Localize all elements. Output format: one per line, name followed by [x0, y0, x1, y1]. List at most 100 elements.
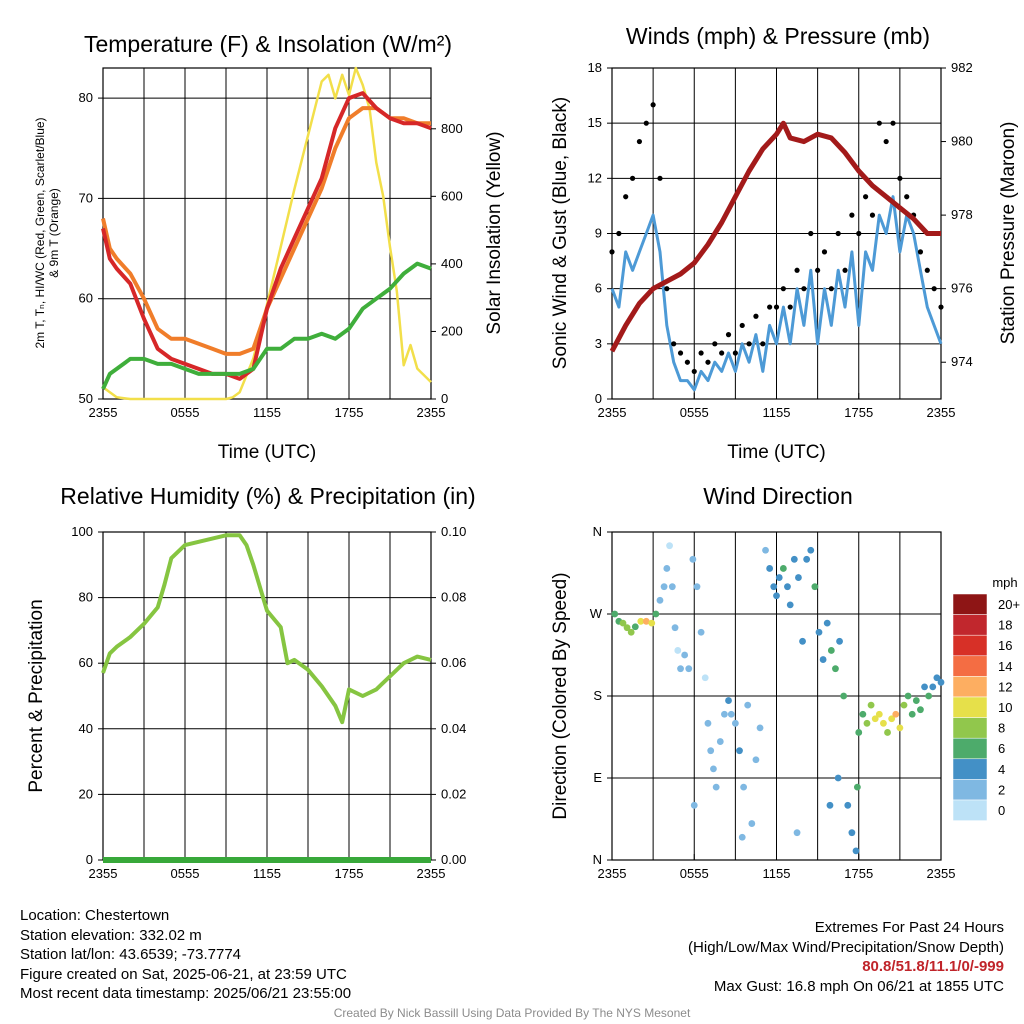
series-yellow-line [102, 66, 432, 401]
direction-point [690, 801, 698, 809]
x-tick-label: 0555 [680, 866, 709, 881]
direction-point [827, 647, 835, 654]
chart-title: Winds (mph) & Pressure (mb) [626, 23, 930, 49]
extremes-subheading: (High/Low/Max Wind/Precipitation/Snow De… [688, 938, 1004, 956]
y-tick-label: 80 [79, 90, 93, 105]
direction-point [871, 715, 879, 723]
x-tick-label: 2355 [598, 405, 627, 420]
legend-swatch [952, 737, 988, 760]
y2-tick-label: 600 [441, 188, 463, 203]
direction-point [663, 565, 671, 572]
y-axis-label: Direction (Colored By Speed) [550, 572, 571, 819]
direction-point [803, 555, 811, 563]
y-tick-label: N [593, 852, 602, 867]
rh-line [101, 533, 432, 725]
panel-3: 2355 0555 1155 1755 23550204060801000.000.02… [26, 483, 476, 881]
direction-point [685, 665, 693, 673]
legend-label: 18 [998, 618, 1012, 633]
y2-tick-label: 974 [951, 354, 973, 369]
gust-point [671, 341, 677, 347]
direction-point [611, 610, 619, 618]
y-tick-label: 18 [588, 60, 602, 75]
direction-point [637, 617, 645, 625]
legend-label: 10 [998, 700, 1012, 715]
y-tick-label: 40 [79, 721, 93, 736]
legend-swatch [952, 593, 988, 615]
direction-point [752, 756, 760, 764]
x-tick-label: 2355 [927, 866, 956, 881]
credit-text: Created By Nick Bassill Using Data Provi… [333, 1006, 691, 1020]
direction-point [710, 765, 717, 773]
max-gust: Max Gust: 16.8 mph On 06/21 at 1855 UTC [713, 977, 1004, 995]
direction-point [648, 619, 656, 627]
legend-swatch [952, 676, 988, 698]
y-tick-label: S [593, 688, 602, 703]
direction-point [790, 555, 798, 563]
direction-point [704, 719, 712, 727]
direction-point [775, 574, 783, 581]
gust-point [828, 286, 834, 292]
y-tick-label: 0 [595, 391, 602, 406]
direction-point [795, 574, 802, 581]
legend-title: mph [992, 575, 1017, 590]
gust-point [801, 286, 807, 292]
series-red-line [101, 91, 432, 381]
y-tick-label: 20 [79, 786, 93, 801]
direction-point [892, 710, 900, 718]
legend-label: 12 [998, 679, 1012, 694]
direction-point [921, 683, 928, 691]
direction-point [807, 546, 815, 554]
direction-point [770, 583, 778, 591]
direction-point [744, 701, 752, 709]
legend-label: 4 [998, 762, 1005, 777]
direction-point [836, 637, 843, 645]
series-green-line [101, 261, 432, 390]
y-tick-label: W [590, 606, 603, 621]
direction-point [896, 724, 904, 732]
y2-tick-label: 982 [951, 60, 973, 75]
direction-point [716, 738, 724, 745]
gust-point [705, 359, 711, 365]
y-tick-label: 50 [79, 391, 93, 406]
legend-swatch [952, 696, 988, 718]
extremes-values: 80.8/51.8/11.1/0/-999 [862, 958, 1004, 975]
y-tick-label: 70 [79, 190, 93, 205]
legend-swatch [952, 614, 988, 636]
gust-point [725, 332, 732, 338]
gust-point [849, 212, 855, 218]
pressure-line [609, 120, 941, 353]
x-tick-label: 2355 [89, 405, 118, 420]
y-axis-label: 2m T, Tₙ, HI/WC (Red, Green, Scarlet/Blu… [33, 117, 47, 348]
panel-1: 2355 0555 1155 1755 235550607080020040060080… [33, 31, 505, 463]
direction-point [631, 623, 639, 631]
direction-point [859, 710, 867, 718]
direction-point [740, 783, 747, 791]
y2-tick-label: 0.06 [441, 655, 466, 670]
legend-label: 6 [998, 741, 1005, 756]
x-tick-label: 2355 [417, 866, 446, 881]
direction-point [784, 583, 791, 591]
station-location: Location: Chestertown [20, 907, 170, 924]
gust-point [856, 230, 862, 237]
direction-point [937, 678, 945, 686]
gust-point [924, 267, 930, 273]
legend-label: 8 [998, 721, 1005, 736]
direction-point [848, 829, 856, 837]
direction-point [929, 683, 937, 691]
gust-point [794, 267, 800, 273]
x-tick-label: 2355 [927, 405, 956, 420]
gust-point [821, 249, 828, 255]
gust-point [746, 341, 752, 347]
gust-point [904, 194, 910, 200]
direction-point [819, 656, 827, 663]
direction-point [712, 783, 720, 791]
y-tick-label: 12 [588, 170, 602, 185]
chart-title: Temperature (F) & Insolation (W/m²) [84, 31, 452, 57]
y2-tick-label: 0.00 [441, 852, 466, 867]
gust-point [629, 175, 636, 181]
gust-point [677, 350, 684, 356]
x-tick-label: 1155 [253, 866, 281, 881]
direction-point [908, 710, 916, 718]
y-axis-label-line2: & 9m T (Orange) [47, 188, 61, 278]
direction-point [815, 628, 823, 636]
